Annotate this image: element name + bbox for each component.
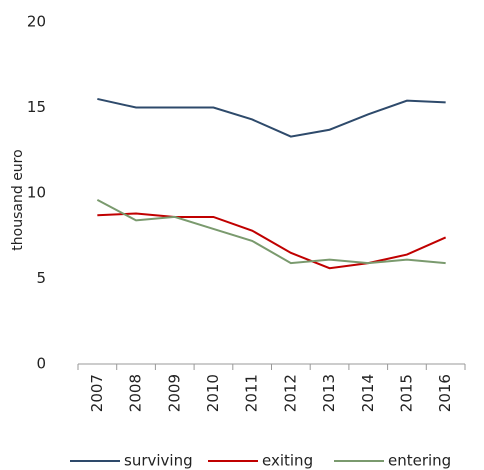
y-tick-label: 5 bbox=[36, 269, 46, 287]
x-tick-label: 2007 bbox=[88, 374, 106, 412]
y-tick-label: 15 bbox=[27, 98, 46, 116]
y-axis-label: thousand euro bbox=[10, 149, 26, 250]
y-tick-label: 10 bbox=[27, 184, 46, 202]
line-series bbox=[97, 97, 446, 138]
legend-label: surviving bbox=[124, 452, 193, 470]
x-tick-label: 2012 bbox=[281, 374, 299, 412]
x-tick-label: 2014 bbox=[359, 374, 377, 412]
x-tick-label: 2008 bbox=[127, 374, 145, 412]
y-tick-label: 0 bbox=[36, 355, 46, 373]
line-series bbox=[97, 212, 447, 270]
y-tick-label: 20 bbox=[27, 13, 46, 31]
line-series bbox=[96, 198, 446, 265]
x-tick-label: 2015 bbox=[397, 374, 415, 412]
x-tick-label: 2009 bbox=[165, 374, 183, 412]
x-tick-label: 2013 bbox=[320, 374, 338, 412]
x-tick-label: 2016 bbox=[436, 374, 454, 412]
x-tick-label: 2010 bbox=[204, 374, 222, 412]
legend-label: exiting bbox=[262, 452, 313, 470]
legend-label: entering bbox=[388, 452, 451, 470]
x-tick-label: 2011 bbox=[243, 374, 261, 412]
